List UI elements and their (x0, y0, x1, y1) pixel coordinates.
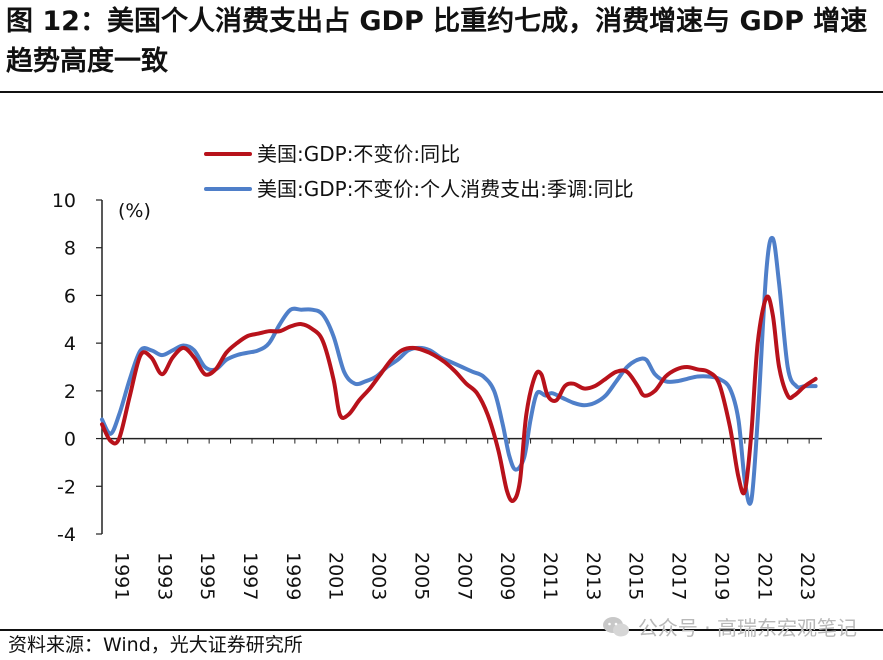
x-tick-label: 2009 (496, 552, 518, 600)
source-divider (0, 629, 883, 631)
x-tick-label: 2021 (753, 552, 775, 600)
legend-label-pce: 美国:GDP:不变价:个人消费支出:季调:同比 (257, 177, 634, 201)
x-tick-label: 2019 (710, 552, 732, 600)
y-tick-label: 0 (64, 429, 76, 451)
page-title: 图 12：美国个人消费支出占 GDP 比重约七成，消费增速与 GDP 增速趋势高… (6, 6, 868, 77)
x-tick-label: 1995 (196, 552, 218, 600)
x-tick-label: 1997 (239, 552, 261, 600)
chart-series (100, 235, 818, 506)
x-tick-label: 2017 (668, 552, 690, 600)
series-line-gdp (100, 294, 818, 503)
x-tick-label: 2013 (582, 552, 604, 600)
x-tick-label: 2001 (325, 552, 347, 600)
x-tick-label: 2005 (410, 552, 432, 600)
chart-legend: 美国:GDP:不变价:同比 美国:GDP:不变价:个人消费支出:季调:同比 (204, 142, 634, 201)
x-tick-label: 1993 (153, 552, 175, 600)
chart-axes: -4 -2 0 2 4 6 8 10 1991 1993 1995 1997 1999 2001 2003 2… (52, 190, 822, 600)
source-note: 资料来源：Wind，光大证券研究所 (8, 634, 303, 656)
x-tick-label: 2007 (453, 552, 475, 600)
y-tick-label: 10 (52, 190, 76, 212)
y-tick-label: -2 (57, 476, 76, 498)
watermark-text: 公众号 · 高瑞东宏观笔记 (637, 616, 857, 640)
y-axis-unit-label: (%) (118, 200, 151, 222)
y-tick-label: 8 (64, 238, 76, 260)
legend-label-gdp: 美国:GDP:不变价:同比 (257, 142, 460, 166)
title-divider (0, 91, 883, 93)
watermark: 公众号 · 高瑞东宏观笔记 (602, 612, 857, 641)
x-tick-label: 2003 (368, 552, 390, 600)
series-line-pce (100, 235, 818, 506)
y-tick-label: 4 (64, 333, 76, 355)
x-tick-label: 1999 (282, 552, 304, 600)
x-tick-label: 2023 (796, 552, 818, 600)
x-tick-label: 2011 (539, 552, 561, 600)
x-tick-label: 2015 (625, 552, 647, 600)
y-tick-label: -4 (57, 524, 76, 546)
y-tick-label: 6 (64, 285, 76, 307)
wechat-logo-icon (602, 616, 629, 636)
x-tick-label: 1991 (110, 552, 132, 600)
y-tick-label: 2 (64, 381, 76, 403)
